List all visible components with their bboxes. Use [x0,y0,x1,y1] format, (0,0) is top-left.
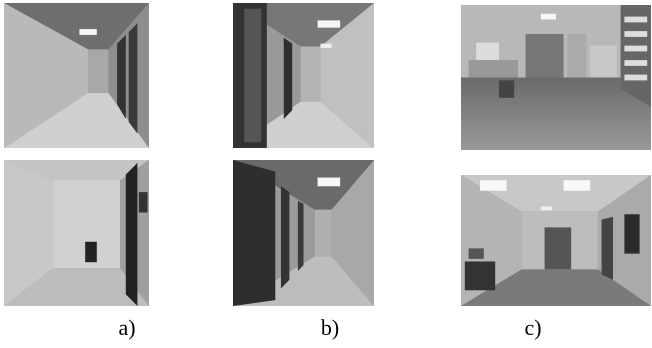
photo [461,175,651,306]
photo [233,3,374,148]
panel-label: a) [118,315,135,340]
photo [233,160,374,306]
panel-label: b) [321,315,339,340]
photo [4,3,149,148]
photo [461,5,651,150]
panel-label: c) [524,315,541,340]
figure: a) b) c) [0,0,652,348]
photo [4,160,149,306]
